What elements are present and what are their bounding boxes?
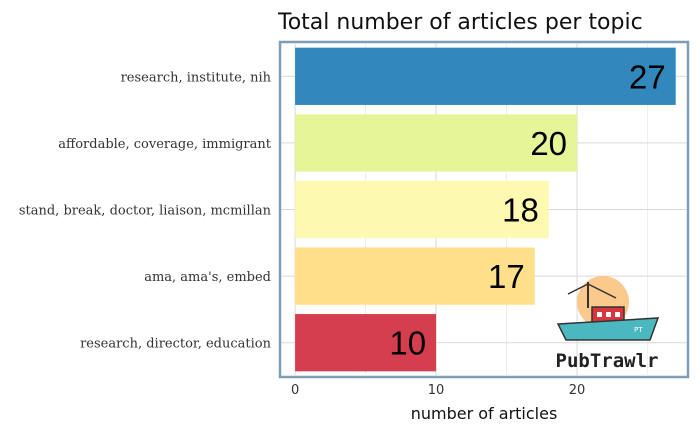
rigging-icon <box>587 283 617 299</box>
x-tick-label: 0 <box>291 383 299 398</box>
boat-hull-icon <box>556 317 660 341</box>
x-tick-labels: 0 10 20 <box>291 383 585 398</box>
x-tick-label: 20 <box>569 383 586 398</box>
bar-value-label: 10 <box>389 325 426 362</box>
chart-title: Total number of articles per topic <box>277 10 643 35</box>
category-labels: research, institute, nih affordable, cove… <box>19 70 272 351</box>
category-label: research, director, education <box>80 337 272 352</box>
bar-value-label: 17 <box>488 258 525 295</box>
logo-text: PubTrawlr <box>556 350 659 372</box>
bar <box>295 247 535 305</box>
x-tick-label: 10 <box>428 383 445 398</box>
category-label: stand, break, doctor, liaison, mcmillan <box>19 204 272 219</box>
rigging-icon <box>567 283 589 295</box>
bar <box>295 114 578 172</box>
bar-value-label: 18 <box>502 192 539 229</box>
window-icon <box>606 312 611 317</box>
window-icon <box>615 312 620 317</box>
pubtrawlr-logo: PT PubTrawlr <box>556 276 660 372</box>
logo-badge: PT <box>634 326 643 334</box>
category-label: ama, ama's, embed <box>144 270 271 285</box>
bar <box>295 314 437 372</box>
category-label: affordable, coverage, immigrant <box>58 137 272 152</box>
category-label: research, institute, nih <box>121 70 272 85</box>
window-icon <box>597 312 602 317</box>
x-axis-label: number of articles <box>411 404 558 423</box>
bar-value-label: 27 <box>629 58 666 95</box>
bar-value-label: 20 <box>530 125 567 162</box>
bar <box>295 180 549 239</box>
bar <box>295 47 676 105</box>
bars: 27 20 18 17 10 <box>295 47 676 372</box>
